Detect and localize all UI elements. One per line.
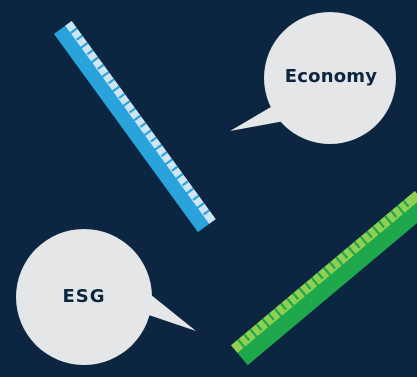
ruler-tick [359,235,370,248]
ruler-tick [365,230,373,239]
ruler-tick [162,158,173,167]
economy-speech-bubble [230,12,396,144]
economy-label: Economy [284,66,378,87]
blue-ruler-icon [53,20,216,233]
ruler-tick [255,323,263,331]
ruler-tick [402,199,410,208]
ruler-tick [390,210,398,218]
ruler-tick [181,180,189,187]
ruler-tick [118,92,126,99]
ruler-tick [261,318,272,330]
ruler-tick [371,225,382,237]
ruler-tick [267,313,275,321]
ruler-tick [139,122,147,128]
ruler-tick [109,85,121,94]
ruler-tick [322,266,333,279]
ruler-tick [316,271,324,280]
ruler-tick [88,56,99,65]
ruler-tick [160,151,168,158]
ruler-tick [384,215,395,227]
ruler-tick [341,251,349,259]
ruler-tick [249,328,260,340]
ruler-tick [194,202,205,211]
ruler-tick [107,78,115,85]
ruler-tick [396,205,407,217]
ruler-tick [67,27,78,36]
ruler-tick [298,287,309,299]
ruler-tick [141,129,152,138]
esg-label: ESG [62,286,106,307]
ruler-tick [243,333,251,342]
ruler-tick [237,338,248,351]
ruler-tick [192,194,200,201]
ruler-tick [152,143,163,153]
ruler-tick [76,34,83,41]
ruler-tick [128,107,136,114]
ruler-tick [286,297,297,309]
ruler-tick [347,246,358,258]
ruler-tick [280,302,287,311]
ruler-tick [97,63,105,70]
green-ruler-icon [231,191,417,366]
ruler-tick [202,209,210,216]
ruler-tick [353,241,361,249]
ruler-tick [335,256,346,268]
ruler-tick [183,187,195,196]
ruler-tick [273,307,284,320]
ruler-tick [378,220,385,228]
ruler-tick [173,173,184,182]
ruler-tick [130,114,142,124]
esg-speech-bubble [16,229,196,365]
ruler-tick [120,100,131,109]
ruler-tick [99,71,110,80]
ruler-tick [310,277,321,289]
ruler-tick [304,282,312,290]
ruler-tick [78,41,89,51]
ruler-tick [150,136,158,143]
ruler-tick [292,292,300,300]
ruler-tick [329,261,336,270]
ruler-tick [171,165,179,172]
ruler-tick [86,49,94,56]
